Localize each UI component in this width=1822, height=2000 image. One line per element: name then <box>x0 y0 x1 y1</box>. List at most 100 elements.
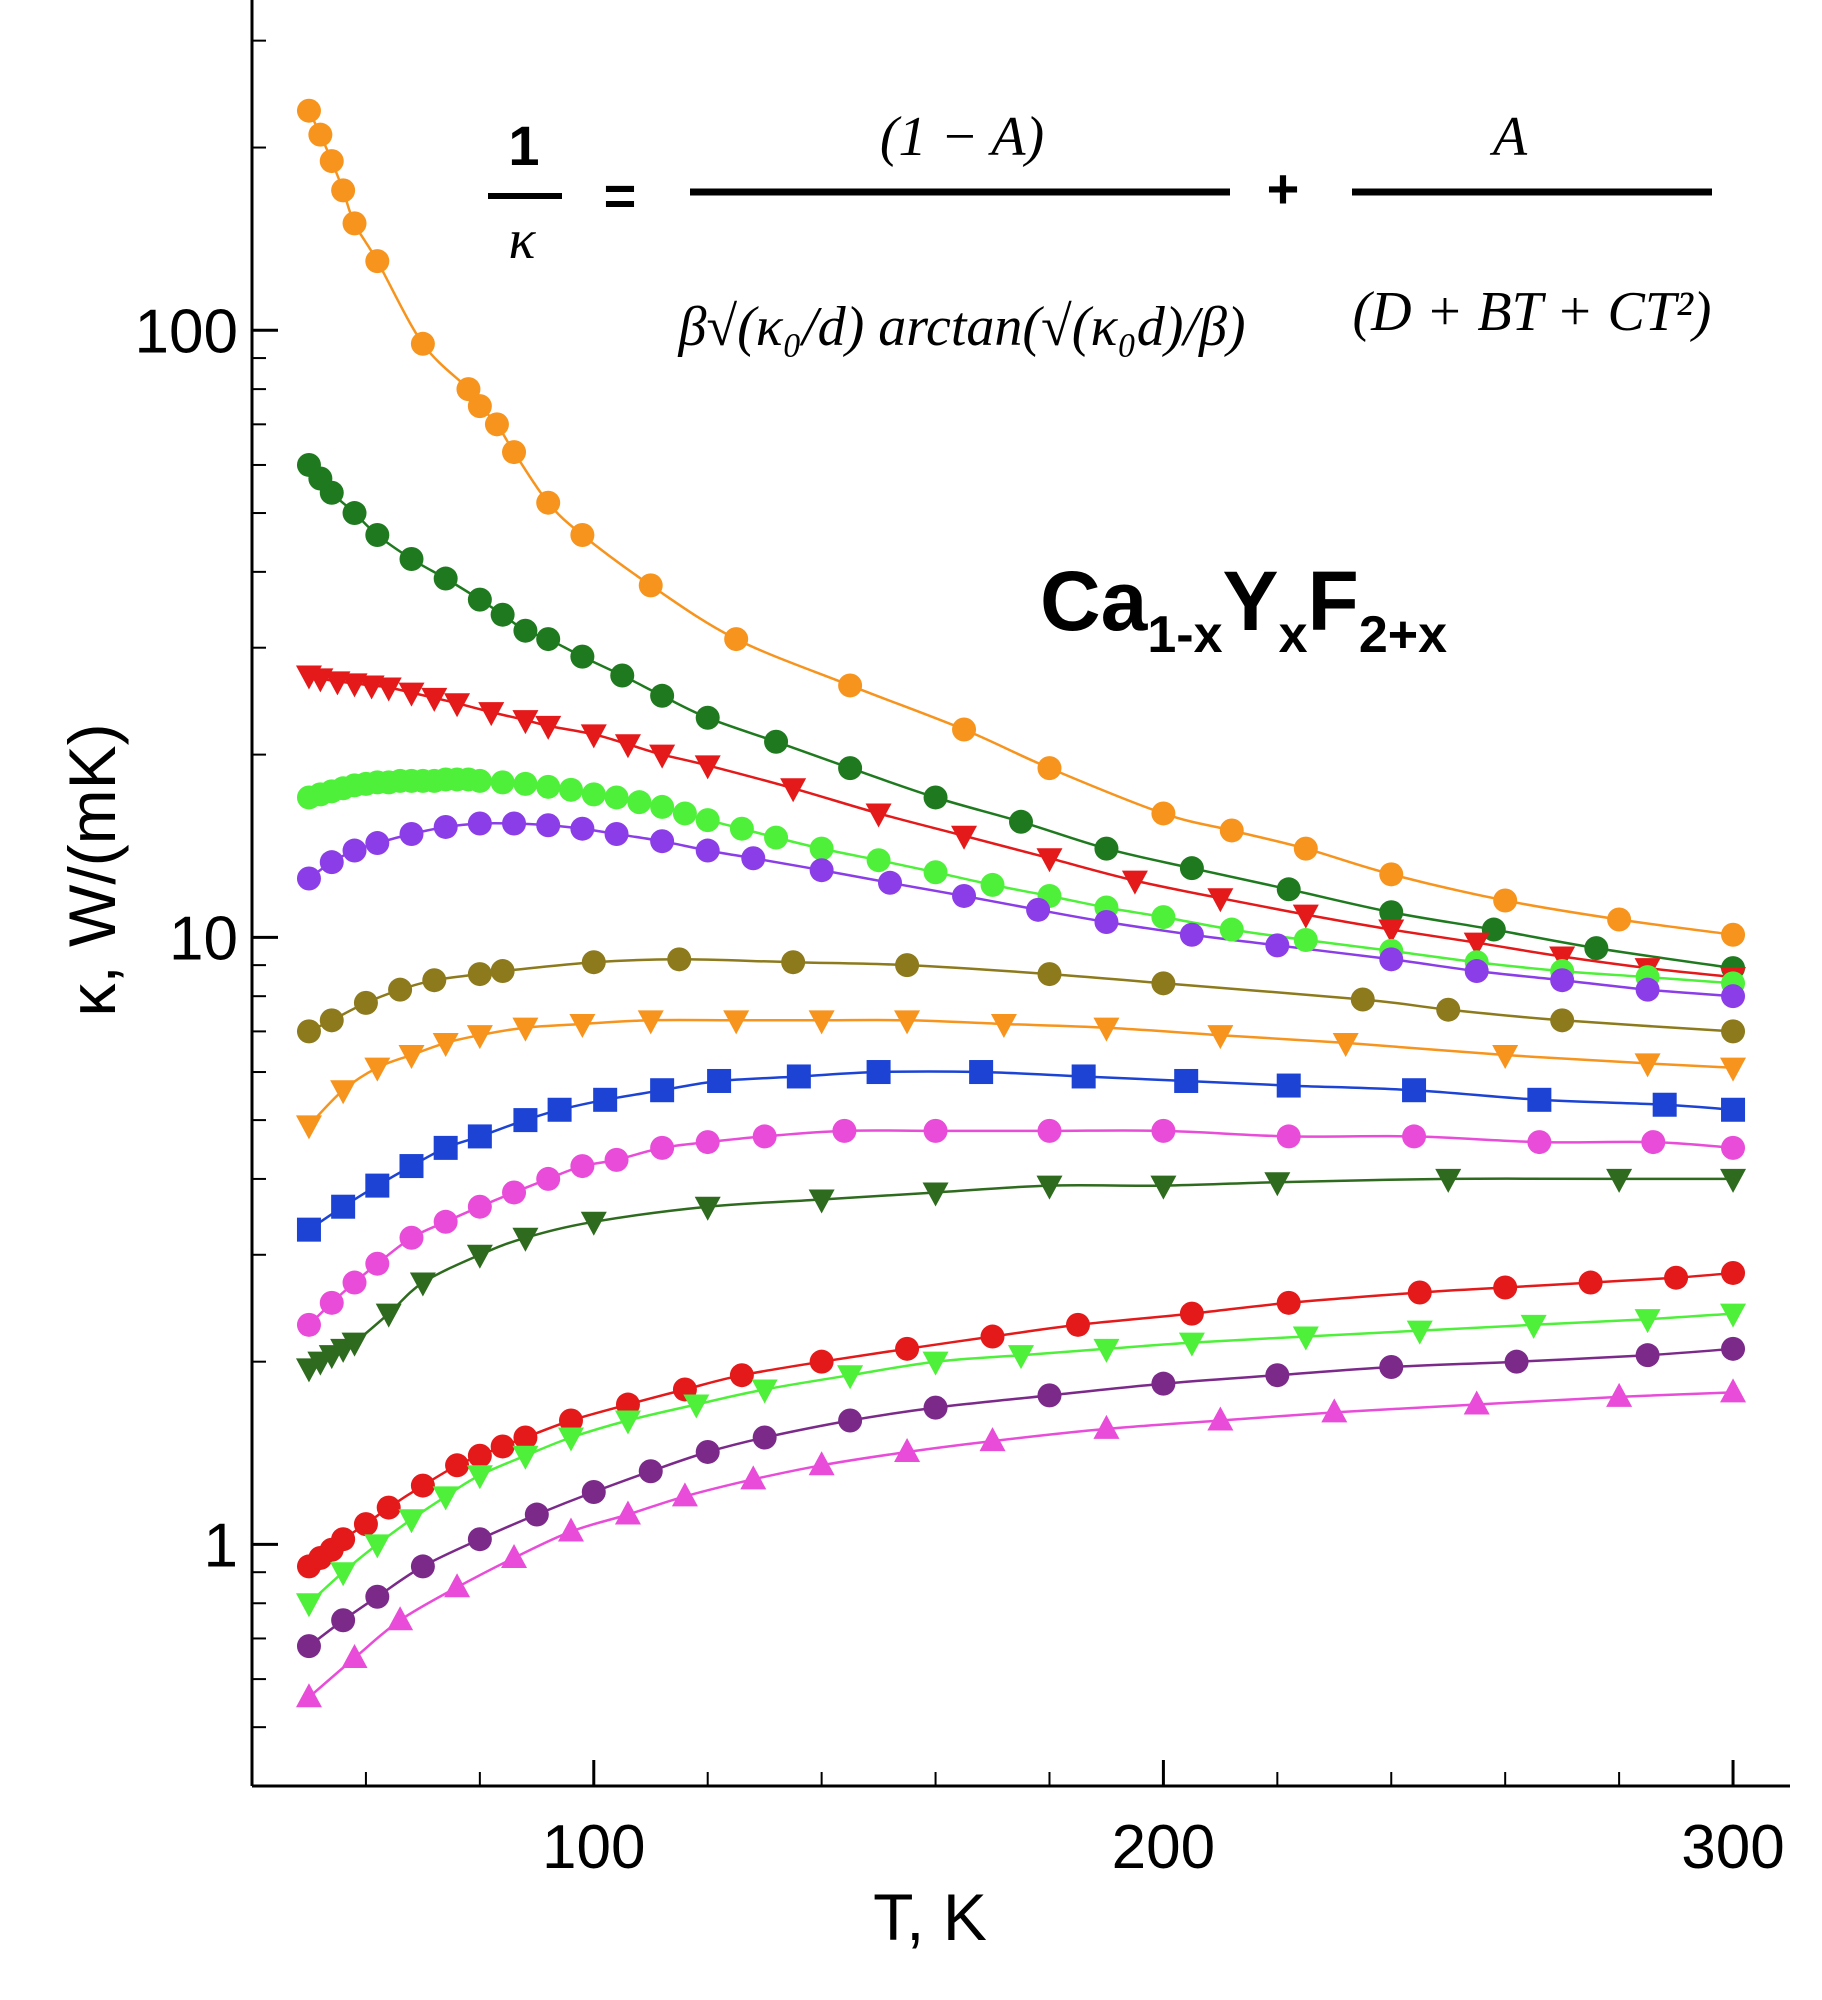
data-point <box>922 1182 949 1207</box>
data-point <box>1093 1414 1120 1439</box>
data-point <box>683 1394 710 1419</box>
data-point <box>650 829 675 854</box>
data-point <box>1293 928 1318 953</box>
data-point <box>809 858 834 883</box>
data-point <box>409 1272 436 1297</box>
data-point <box>1207 888 1234 913</box>
data-point <box>444 1573 471 1598</box>
data-point <box>922 1351 949 1376</box>
data-point <box>433 1209 458 1234</box>
compound-sub-2: x <box>1279 606 1308 664</box>
data-point <box>365 249 390 274</box>
data-point <box>1071 1064 1096 1089</box>
data-point <box>1634 1053 1661 1078</box>
data-point <box>558 1408 583 1433</box>
data-point <box>832 1118 857 1143</box>
data-point <box>399 1225 424 1250</box>
data-point <box>952 883 977 908</box>
data-point <box>512 1227 539 1252</box>
data-point <box>467 1527 492 1552</box>
data-point <box>536 627 561 652</box>
data-point <box>894 1437 921 1462</box>
data-point <box>1634 1309 1661 1334</box>
data-point <box>1402 1124 1427 1149</box>
data-point <box>695 705 720 730</box>
data-point <box>923 1118 948 1143</box>
data-point <box>330 1562 357 1587</box>
series-11-points <box>295 1303 1747 1618</box>
data-point <box>467 1194 492 1219</box>
series-3-points <box>296 767 1746 996</box>
data-point <box>445 1453 470 1478</box>
data-point <box>1379 900 1404 925</box>
data-point <box>524 1502 549 1527</box>
data-point <box>490 602 515 627</box>
data-point <box>296 1217 321 1242</box>
data-point <box>764 729 789 754</box>
data-point <box>1493 888 1518 913</box>
data-point <box>781 950 806 975</box>
data-point <box>1606 1168 1633 1193</box>
data-point <box>1094 909 1119 934</box>
data-point <box>1350 987 1375 1012</box>
data-point <box>1026 897 1051 922</box>
data-point <box>330 1080 357 1105</box>
data-point <box>638 1459 663 1484</box>
fit-curve-4 <box>308 821 1734 998</box>
data-point <box>614 1500 641 1525</box>
data-point <box>342 1270 367 1295</box>
data-point <box>467 768 492 793</box>
data-point <box>581 782 606 807</box>
fit-curve-7 <box>308 1070 1734 1231</box>
data-point <box>365 1584 390 1609</box>
data-point <box>1151 1371 1176 1396</box>
data-point <box>295 1683 322 1708</box>
fit-curve-9 <box>308 1177 1733 1370</box>
data-point <box>786 1064 811 1089</box>
data-point <box>1036 1175 1063 1200</box>
compound-sub-3: 2+x <box>1359 606 1447 664</box>
data-point <box>331 1608 356 1633</box>
data-point <box>1607 907 1632 932</box>
data-point <box>387 1606 414 1631</box>
data-point <box>580 1211 607 1236</box>
y-tick-label: 10 <box>169 904 238 973</box>
data-point <box>729 1363 754 1388</box>
data-point <box>1276 877 1301 902</box>
data-point <box>604 821 629 846</box>
data-point <box>1493 1275 1518 1300</box>
data-point <box>1527 1130 1552 1155</box>
series-4-points <box>296 811 1746 1009</box>
data-point <box>536 813 561 838</box>
data-point <box>467 811 492 836</box>
data-point <box>319 850 344 875</box>
data-point <box>1436 997 1461 1022</box>
data-point <box>1720 1057 1747 1082</box>
eq-term1-numerator: (1 − A) <box>880 106 1044 168</box>
data-point <box>364 1057 391 1082</box>
data-point <box>723 1010 750 1035</box>
data-markers <box>295 98 1747 1708</box>
data-point <box>1151 1118 1176 1143</box>
data-point <box>752 1425 777 1450</box>
data-point <box>979 1427 1006 1452</box>
fit-curve-8 <box>308 1129 1734 1326</box>
data-point <box>399 546 424 571</box>
data-point <box>671 1482 698 1507</box>
x-tick-label: 300 <box>1681 1813 1784 1882</box>
data-point <box>1721 1260 1746 1285</box>
series-2-points <box>295 665 1747 992</box>
series-10-points <box>296 1260 1746 1579</box>
data-point <box>1179 856 1204 881</box>
data-point <box>557 1427 584 1452</box>
fit-curve-13 <box>308 1391 1734 1699</box>
data-point <box>410 1473 435 1498</box>
data-point <box>388 977 413 1002</box>
data-point <box>694 755 721 780</box>
data-point <box>319 149 344 174</box>
data-point <box>969 1060 994 1085</box>
data-point <box>751 1379 778 1404</box>
data-point <box>1464 959 1489 984</box>
data-point <box>365 1173 390 1198</box>
data-point <box>422 968 447 993</box>
